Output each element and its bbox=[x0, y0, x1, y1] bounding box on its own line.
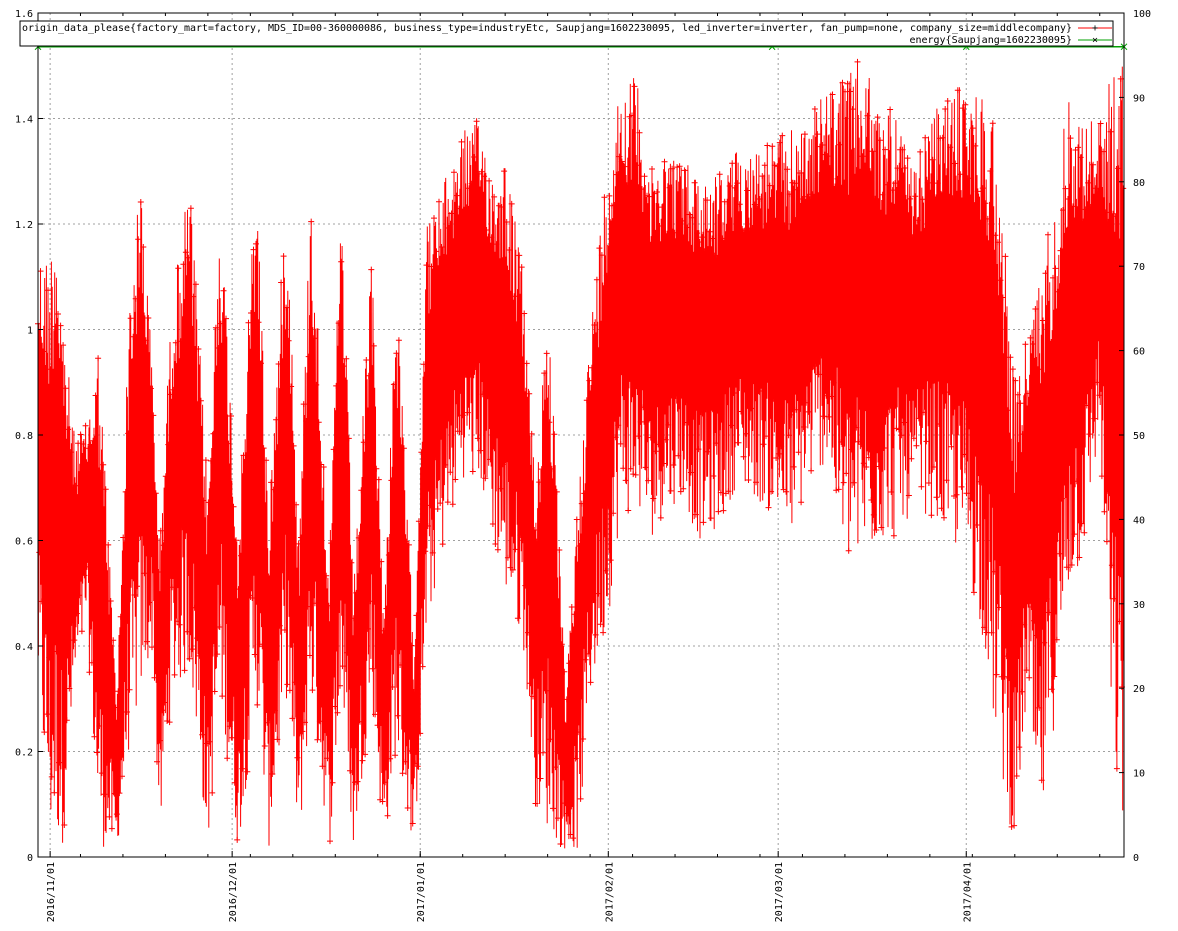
y-tick-label: 0.6 bbox=[15, 537, 33, 548]
axes: 0 0.2 0.4 0.6 0.8 1 1.2 1.4 1.6 0 10 20 30 40 50 60 70 80… bbox=[15, 9, 1151, 922]
legend-label-energy: energy{Saupjang=1602230095} bbox=[909, 35, 1072, 46]
y2-tick-label: 40 bbox=[1133, 515, 1145, 526]
x-tick-label: 2016/11/01 bbox=[46, 862, 57, 922]
x-tick-label: 2016/12/01 bbox=[228, 862, 239, 922]
y-tick-label: 1.4 bbox=[15, 115, 33, 126]
y-tick-label: 0.8 bbox=[15, 431, 33, 442]
legend-box bbox=[19, 20, 1114, 47]
y2-tick-label: 30 bbox=[1133, 600, 1145, 611]
x-tick-label: 2017/01/01 bbox=[416, 862, 427, 922]
legend-marker-plus: + bbox=[1092, 23, 1098, 34]
y-tick-label: 0.2 bbox=[15, 748, 33, 759]
legend-marker-x: × bbox=[1092, 35, 1098, 46]
y2-tick-label: 10 bbox=[1133, 769, 1145, 780]
y2-tick-label: 100 bbox=[1133, 9, 1151, 20]
y2-tick-label: 60 bbox=[1133, 347, 1145, 358]
legend: origin_data_please{factory_mart=factory,… bbox=[19, 20, 1114, 47]
y-tick-label: 0 bbox=[27, 853, 33, 864]
x-tick-label: 2017/02/01 bbox=[604, 862, 615, 922]
y2-tick-label: 70 bbox=[1133, 262, 1145, 273]
y2-tick-label: 90 bbox=[1133, 93, 1145, 104]
y-tick-label: 1 bbox=[27, 326, 33, 337]
x-tick-label: 2017/04/01 bbox=[962, 862, 973, 922]
series-origin-data-line bbox=[37, 61, 1125, 849]
y2-tick-label: 20 bbox=[1133, 684, 1145, 695]
legend-label-origin-data: origin_data_please{factory_mart=factory,… bbox=[22, 23, 1072, 34]
y-tick-label: 1.6 bbox=[15, 9, 33, 20]
y2-tick-label: 50 bbox=[1133, 431, 1145, 442]
y2-tick-label: 80 bbox=[1133, 178, 1145, 189]
y2-tick-label: 0 bbox=[1133, 853, 1139, 864]
y-tick-label: 0.4 bbox=[15, 642, 33, 653]
y-tick-label: 1.2 bbox=[15, 220, 33, 231]
x-tick-label: 2017/03/01 bbox=[774, 862, 785, 922]
